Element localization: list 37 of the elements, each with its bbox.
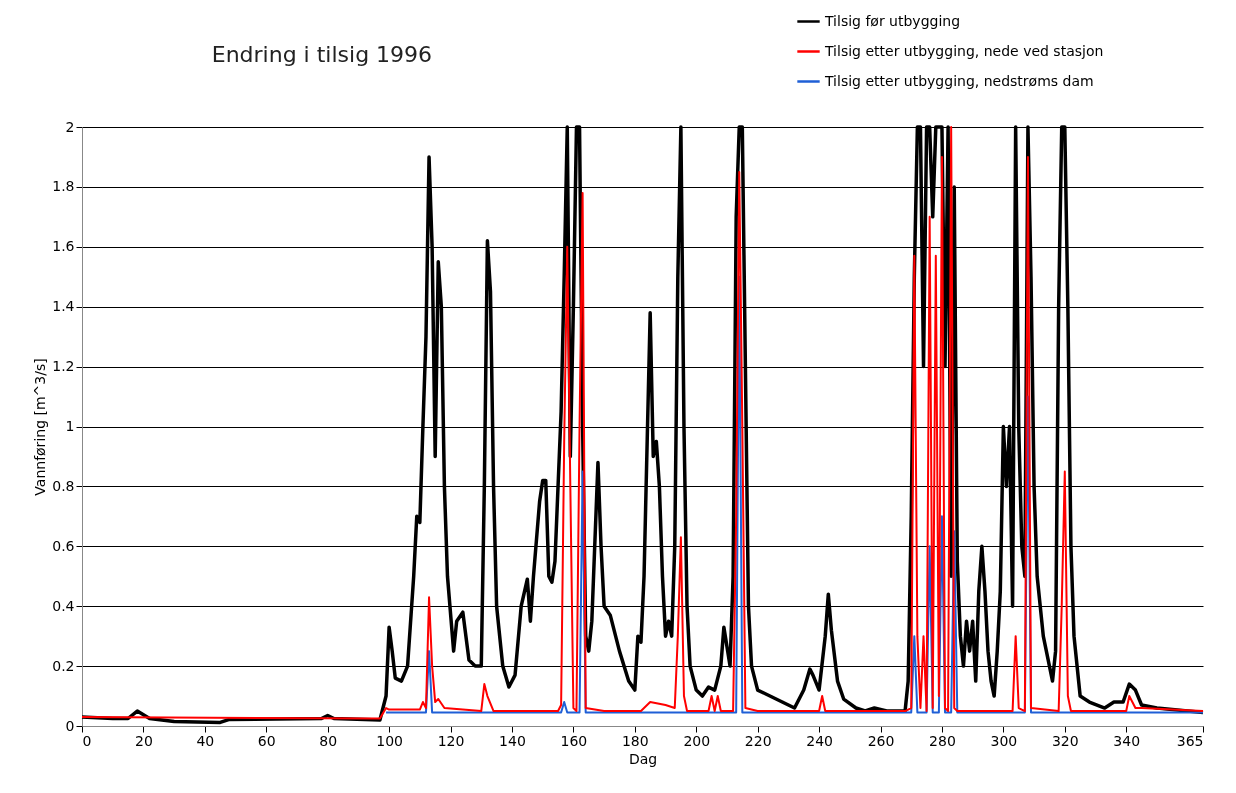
- x-tick-label: 260: [867, 732, 895, 749]
- x-tick-label: 20: [135, 732, 153, 749]
- legend-label: Tilsig før utbygging: [824, 12, 961, 29]
- x-tick-label: 0: [82, 732, 92, 749]
- x-tick-label: 140: [499, 732, 526, 749]
- x-tick-label: 180: [621, 732, 649, 749]
- y-tick-label: 0.2: [52, 657, 75, 674]
- x-tick-label: 160: [560, 732, 588, 749]
- y-tick-label: 0.6: [52, 537, 75, 554]
- y-tick-label: 2: [65, 118, 75, 135]
- x-tick-label: 280: [929, 732, 956, 749]
- x-tick-label: 220: [744, 732, 772, 749]
- legend-label: Tilsig etter utbygging, nedstrøms dam: [824, 72, 1094, 89]
- x-tick-label: 60: [257, 732, 276, 749]
- y-tick-label: 0: [65, 717, 75, 734]
- y-axis-title: Vannføring [m^3/s]: [32, 358, 49, 496]
- y-tick-label: 0.8: [52, 477, 75, 494]
- legend-label: Tilsig etter utbygging, nede ved stasjon: [824, 42, 1104, 59]
- x-axis-title: Dag: [628, 750, 658, 767]
- x-tick-label: 100: [376, 732, 403, 749]
- y-tick-label: 0.4: [52, 597, 75, 614]
- y-tick-label: 1.8: [52, 178, 75, 195]
- y-tick-label: 1.4: [52, 298, 75, 315]
- y-tick-label: 1.6: [52, 238, 75, 255]
- x-tick-label: 240: [806, 732, 833, 749]
- x-tick-label: 320: [1051, 732, 1079, 749]
- x-tick-label: 365: [1176, 732, 1204, 749]
- x-tick-label: 120: [437, 732, 465, 749]
- x-tick-label: 300: [990, 732, 1018, 749]
- chart-title: Endring i tilsig 1996: [211, 42, 433, 67]
- y-tick-label: 1.2: [52, 358, 75, 375]
- x-tick-label: 80: [319, 732, 338, 749]
- y-tick-label: 1: [65, 418, 75, 434]
- x-tick-label: 200: [683, 732, 711, 749]
- x-tick-label: 40: [196, 732, 215, 749]
- x-tick-label: 340: [1113, 732, 1141, 749]
- line-series: [385, 275, 1204, 714]
